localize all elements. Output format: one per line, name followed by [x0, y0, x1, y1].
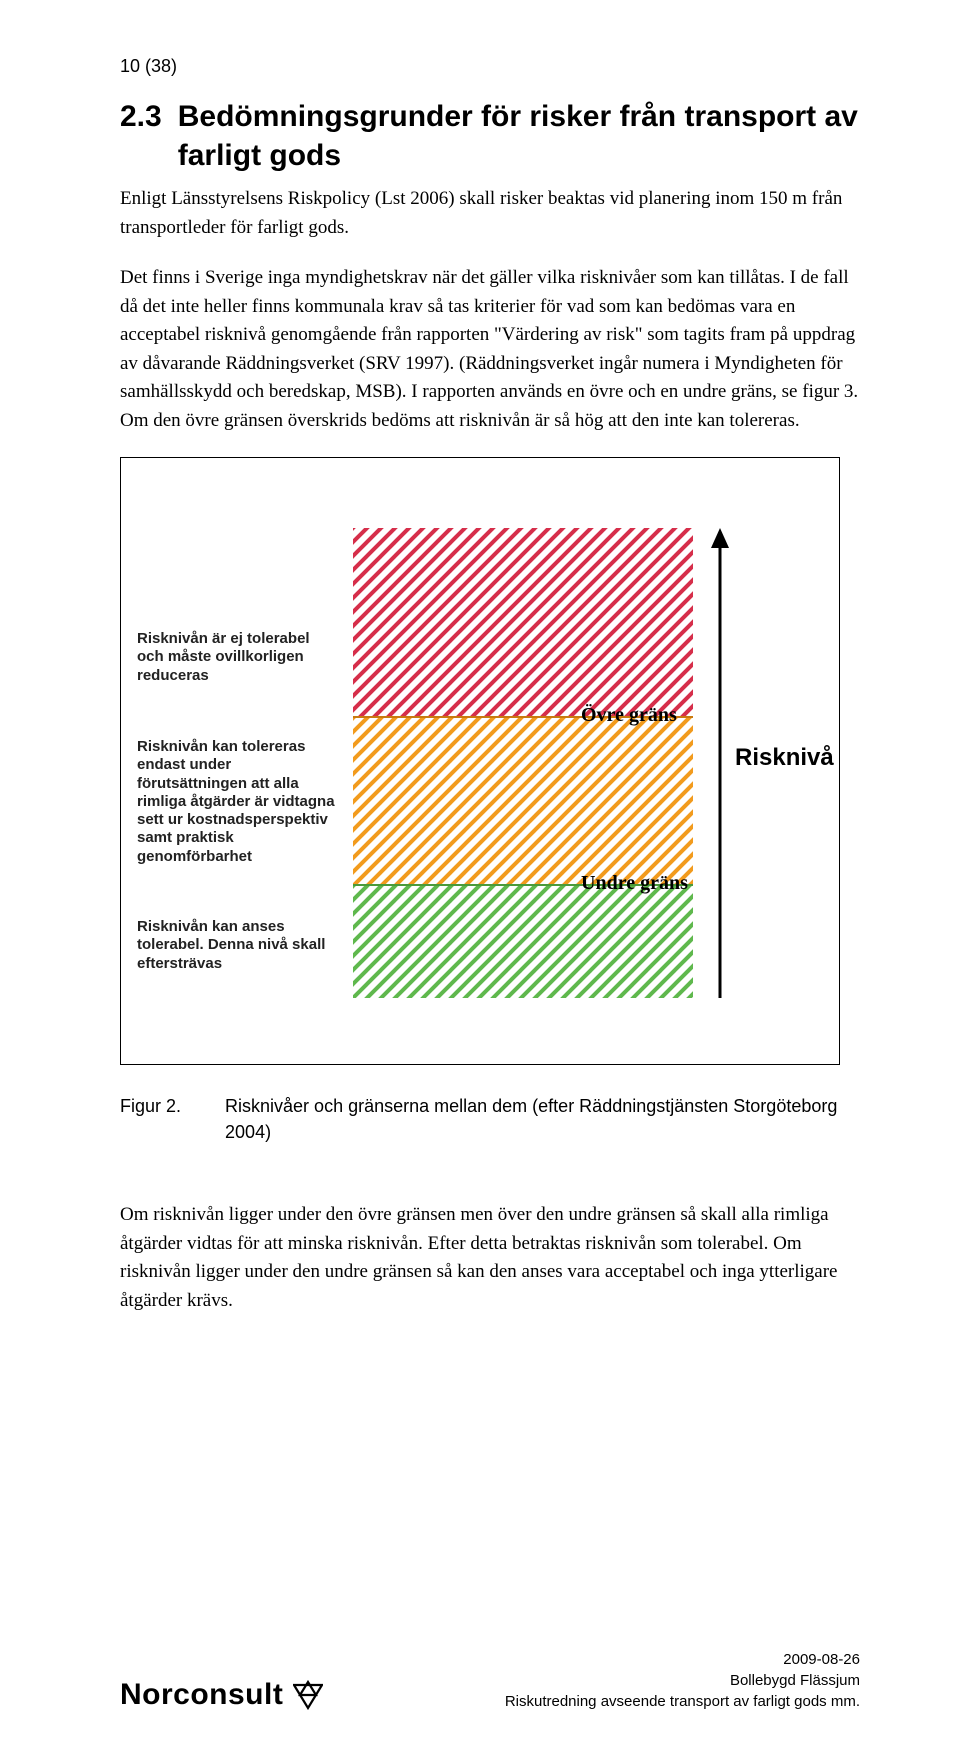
figure-caption: Figur 2. Risknivåer och gränserna mellan…	[120, 1093, 860, 1145]
brand-mark-icon	[293, 1680, 323, 1710]
zone-tolerable	[353, 886, 693, 998]
lower-limit-label: Undre gräns	[581, 872, 688, 895]
page-footer: Norconsult 2009-08-26 Bollebygd Flässjum…	[120, 1649, 860, 1712]
figure-caption-text: Risknivåer och gränserna mellan dem (eft…	[225, 1093, 860, 1145]
risk-level-figure: Risknivån är ej tolerabel och måste ovil…	[120, 457, 840, 1065]
brand-logo: Norconsult	[120, 1678, 323, 1712]
figure-caption-label: Figur 2.	[120, 1093, 181, 1145]
zone-not-tolerable	[353, 528, 693, 718]
section-heading: 2.3 Bedömningsgrunder för risker från tr…	[120, 97, 860, 175]
section-title: Bedömningsgrunder för risker från transp…	[178, 97, 860, 175]
footer-project: Bollebygd Flässjum	[505, 1670, 860, 1691]
brand-name: Norconsult	[120, 1678, 283, 1712]
risk-axis-label: Risknivå	[735, 744, 834, 772]
page-number: 10 (38)	[120, 56, 860, 77]
caption-tolerable: Risknivån kan anses tolerabel. Denna niv…	[137, 918, 339, 973]
zone-conditional	[353, 718, 693, 886]
section-number: 2.3	[120, 97, 162, 175]
upper-limit-label: Övre gräns	[581, 704, 677, 727]
footer-date: 2009-08-26	[505, 1649, 860, 1670]
paragraph-1: Enligt Länsstyrelsens Riskpolicy (Lst 20…	[120, 185, 860, 242]
footer-doc-title: Riskutredning avseende transport av farl…	[505, 1691, 860, 1712]
risk-arrow-icon	[711, 528, 729, 998]
caption-not-tolerable: Risknivån är ej tolerabel och måste ovil…	[137, 630, 339, 685]
caption-conditional: Risknivån kan tolereras endast under för…	[137, 738, 339, 866]
footer-meta: 2009-08-26 Bollebygd Flässjum Riskutredn…	[505, 1649, 860, 1712]
paragraph-2: Det finns i Sverige inga myndighetskrav …	[120, 264, 860, 435]
paragraph-3: Om risknivån ligger under den övre gräns…	[120, 1201, 860, 1315]
